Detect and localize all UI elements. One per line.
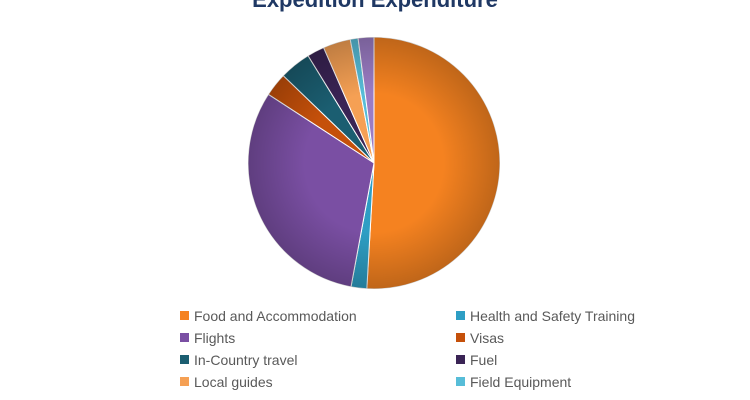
legend-label: In-Country travel xyxy=(194,351,298,368)
legend-label: Local guides xyxy=(194,373,273,390)
chart-title: Expedition Expenditure xyxy=(0,0,750,13)
pie-slices xyxy=(247,36,501,290)
legend-item-food-and-accommodation: Food and Accommodation xyxy=(180,307,456,324)
legend-swatch xyxy=(180,377,189,386)
legend-label: Visas xyxy=(470,329,504,346)
legend-item-in-country-travel: In-Country travel xyxy=(180,351,456,368)
legend-label: Field Equipment xyxy=(470,373,572,390)
legend-swatch xyxy=(456,311,465,320)
legend-item-health-and-safety-training: Health and Safety Training xyxy=(456,307,680,324)
legend-swatch xyxy=(180,355,189,364)
legend-swatch xyxy=(456,377,465,386)
legend-item-fuel: Fuel xyxy=(456,351,680,368)
legend-item-flights: Flights xyxy=(180,329,456,346)
legend-item-local-guides: Local guides xyxy=(180,373,456,390)
legend-item-visas: Visas xyxy=(456,329,680,346)
legend-swatch xyxy=(456,355,465,364)
legend-label: Fuel xyxy=(470,351,498,368)
pie-slice-food-and-accommodation xyxy=(366,36,501,290)
legend-label: Food and Accommodation xyxy=(194,307,357,324)
legend-swatch xyxy=(180,311,189,320)
legend-swatch xyxy=(456,333,465,342)
legend-label: Health and Safety Training xyxy=(470,307,635,324)
legend-swatch xyxy=(180,333,189,342)
legend: Food and Accommodation Health and Safety… xyxy=(180,307,680,390)
legend-item-field-equipment: Field Equipment xyxy=(456,373,680,390)
pie-chart xyxy=(247,36,501,290)
legend-label: Flights xyxy=(194,329,236,346)
